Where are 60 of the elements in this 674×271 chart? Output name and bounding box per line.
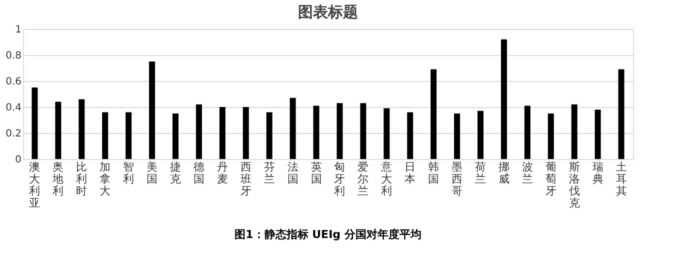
bar: [524, 106, 530, 159]
y-tick-label: 0.8: [6, 50, 22, 62]
bar: [102, 112, 108, 159]
caption: 图1：静态指标 UEIg 分国对年度平均: [234, 228, 422, 241]
x-tick-label: 挪威: [498, 160, 510, 186]
bar: [594, 110, 601, 159]
bar: [430, 69, 437, 159]
x-tick-label: 法国: [287, 160, 298, 186]
x-tick-label: 波兰: [522, 160, 533, 186]
bar: [500, 39, 507, 159]
x-tick-label: 意大利: [380, 160, 392, 198]
x-tick-label: 芬兰: [264, 160, 275, 186]
y-tick-label: 0: [15, 154, 22, 166]
x-tick-label: 韩国: [428, 160, 440, 186]
x-tick-label: 英国: [310, 160, 322, 186]
y-tick-label: 0.6: [6, 76, 22, 88]
chart-title: 图表标题: [298, 3, 358, 21]
bar: [407, 112, 414, 159]
bar: [384, 108, 390, 159]
x-tick-label: 荷兰: [475, 160, 486, 186]
bar: [55, 102, 62, 159]
bar: [336, 103, 343, 159]
x-tick-label: 西班牙: [240, 160, 252, 198]
bar: [126, 112, 132, 159]
x-tick-label: 土耳其: [616, 160, 627, 198]
x-tick-label: 斯洛伐克: [568, 160, 580, 210]
bar: [313, 106, 320, 159]
x-tick-label: 墨西哥: [452, 160, 463, 198]
bar: [32, 88, 38, 159]
x-tick-label: 智利: [123, 160, 134, 186]
bar: [242, 107, 249, 159]
bar: [219, 107, 226, 159]
bar: [149, 62, 156, 159]
bar: [454, 114, 460, 159]
bar: [548, 114, 554, 159]
x-tick-label: 日本: [404, 160, 416, 186]
x-tick-label: 捷克: [170, 160, 181, 186]
y-tick-label: 0.2: [6, 128, 22, 140]
bar: [196, 104, 202, 159]
x-tick-label: 澳大利亚: [29, 160, 40, 210]
bar: [290, 98, 296, 159]
x-tick-label: 德国: [193, 160, 204, 186]
bar: [266, 112, 272, 159]
x-tick-label: 瑞典: [592, 160, 604, 186]
bar: [360, 103, 366, 159]
bar: [571, 104, 578, 159]
bar: [78, 99, 85, 159]
y-tick-label: 0.4: [6, 102, 22, 114]
bar: [172, 114, 178, 159]
x-tick-label: 美国: [146, 160, 158, 186]
x-tick-label: 比利时: [76, 160, 88, 198]
x-tick-label: 加拿大: [100, 160, 111, 198]
x-tick-label: 丹麦: [216, 160, 228, 186]
x-tick-label: 葡萄牙: [545, 160, 556, 198]
bar: [478, 110, 484, 159]
x-tick-label: 奥地利: [52, 160, 64, 198]
x-tick-label: 匈牙利: [334, 160, 346, 198]
bar: [618, 69, 624, 159]
x-tick-label: 爱尔兰: [358, 160, 369, 198]
y-tick-label: 1: [15, 24, 22, 36]
